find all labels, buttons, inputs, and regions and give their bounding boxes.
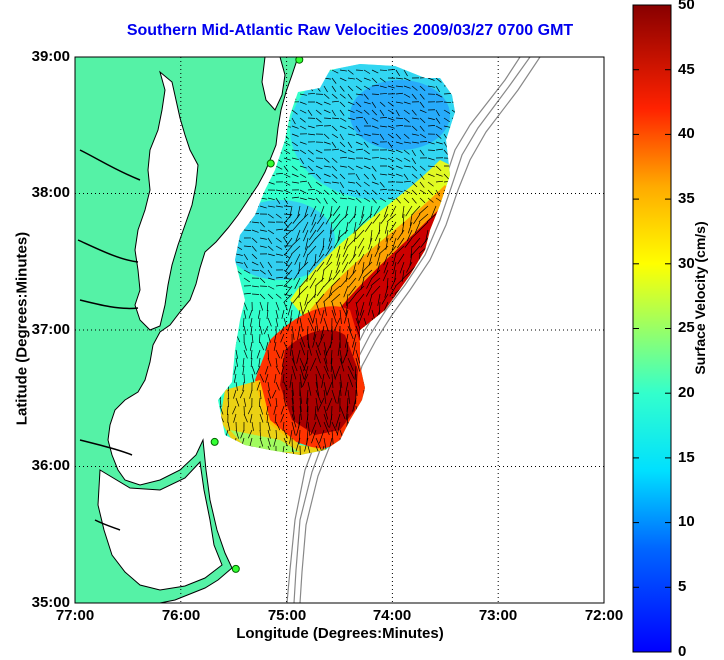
colorbar-tick-label: 40: [678, 125, 695, 142]
colorbar-tick-label: 5: [678, 578, 686, 595]
colorbar-tick-label: 10: [678, 513, 695, 530]
colorbar-tick-label: 45: [678, 61, 695, 78]
colorbar-tick-label: 15: [678, 449, 695, 466]
y-axis-label: Latitude (Degrees:Minutes): [14, 179, 31, 479]
y-tick-label: 35:00: [12, 594, 70, 611]
x-tick-label: 76:00: [151, 607, 211, 624]
colorbar-label: Surface Velocity (cm/s): [692, 158, 708, 438]
x-tick-label: 74:00: [362, 607, 422, 624]
y-tick-label: 39:00: [12, 48, 70, 65]
x-axis-label: Longitude (Degrees:Minutes): [200, 625, 480, 642]
colorbar-tick-label: 0: [678, 643, 686, 660]
x-tick-label: 73:00: [468, 607, 528, 624]
station-marker: [232, 565, 239, 572]
station-marker: [267, 160, 274, 167]
x-tick-label: 72:00: [574, 607, 634, 624]
station-marker: [211, 438, 218, 445]
x-tick-label: 75:00: [257, 607, 317, 624]
colorbar-tick-label: 50: [678, 0, 695, 13]
